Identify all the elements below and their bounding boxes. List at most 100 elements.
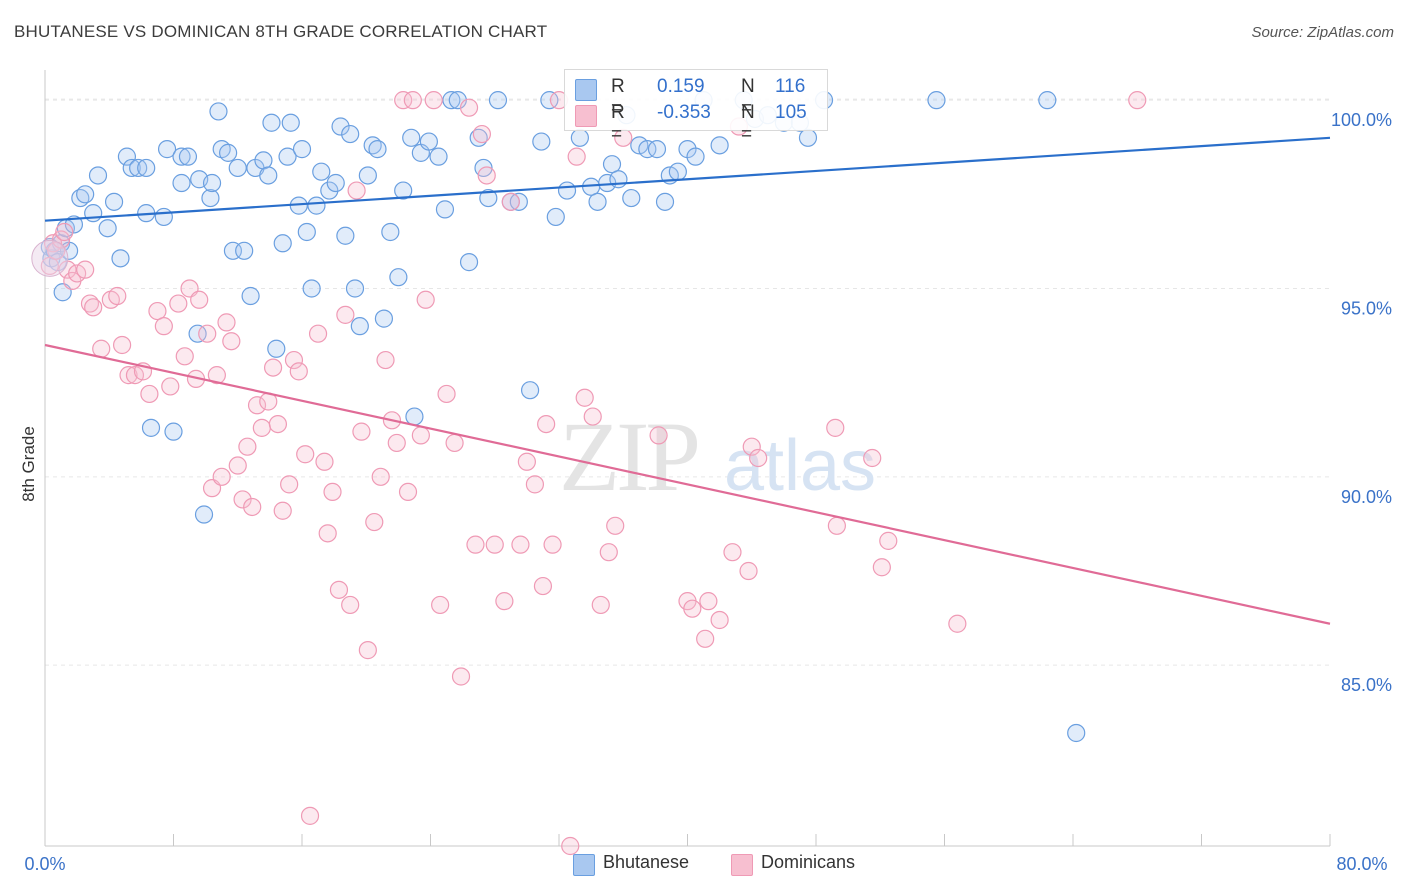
- bhutanese-point: [241, 286, 260, 306]
- bhutanese-point: [98, 219, 117, 238]
- bhutanese-point: [64, 215, 84, 234]
- r-value: 0.159: [657, 76, 705, 97]
- dominicans-point: [140, 384, 159, 404]
- dominicans-point: [739, 561, 758, 581]
- dominicans-point: [411, 426, 430, 445]
- legend-label: Bhutanese: [603, 852, 690, 872]
- bhutanese-point: [655, 192, 675, 211]
- dominicans-point: [863, 448, 882, 468]
- dominicans-point: [222, 332, 241, 351]
- bhutanese-point: [137, 158, 156, 178]
- x-tick-label: 0.0%: [24, 854, 65, 874]
- dominicans-point: [723, 543, 742, 562]
- bhutanese-point: [267, 339, 286, 358]
- bhutanese-point: [262, 113, 281, 132]
- bhutanese-point: [254, 151, 273, 170]
- bhutanese-trend-line: [44, 136, 1331, 222]
- dominicans-point: [599, 543, 618, 562]
- bhutanese-point: [76, 185, 95, 204]
- bhutanese-point: [479, 188, 498, 208]
- dominicans-point: [394, 91, 413, 110]
- dominicans-point: [451, 667, 471, 686]
- bhutanese-point: [570, 128, 589, 147]
- dominicans-point: [263, 358, 283, 377]
- y-axis-label: 8th Grade: [19, 426, 38, 502]
- bhutanese-point: [622, 188, 641, 208]
- bhutanese-swatch: [575, 79, 597, 101]
- bhutanese-point: [172, 147, 191, 166]
- r-value: -0.353: [657, 102, 711, 123]
- dominicans-point: [398, 482, 418, 502]
- dominicans-point: [477, 166, 496, 185]
- bhutanese-point: [297, 222, 316, 242]
- dominicans-point: [336, 305, 355, 324]
- bhutanese-point: [488, 91, 508, 110]
- bhutanese-point: [557, 181, 577, 200]
- correlation-legend: R = 0.159 N = 116 R = -0.353 N = 105: [564, 69, 828, 145]
- chart-title: BHUTANESE VS DOMINICAN 8TH GRADE CORRELA…: [14, 22, 548, 41]
- y-tick-label: 85.0%: [1341, 675, 1392, 695]
- dominicans-point: [431, 595, 450, 615]
- bhutanese-point: [235, 241, 254, 260]
- r-label: R =: [611, 102, 625, 145]
- dominicans-point: [112, 335, 132, 355]
- gridlines: [45, 98, 1330, 666]
- bhutanese-swatch: [573, 854, 595, 876]
- dominicans-point: [826, 418, 845, 437]
- n-label: N =: [741, 76, 755, 119]
- dominicans-points: [31, 91, 1147, 856]
- dominicans-point: [742, 437, 761, 456]
- dominicans-point: [284, 350, 304, 370]
- dominicans-point: [175, 347, 194, 366]
- bhutanese-point: [172, 173, 191, 193]
- dominicans-point: [948, 614, 967, 633]
- dominicans-point: [517, 452, 536, 471]
- bhutanese-point: [459, 253, 479, 272]
- bhutanese-point: [202, 173, 222, 193]
- bhutanese-point: [1067, 723, 1086, 743]
- dominicans-point: [323, 482, 342, 502]
- bhutanese-point: [312, 162, 331, 181]
- bhutanese-point: [389, 268, 408, 287]
- bhutanese-point: [647, 140, 667, 159]
- bhutanese-point: [927, 91, 946, 110]
- dominicans-point: [329, 580, 349, 599]
- dominicans-point: [583, 407, 602, 426]
- bhutanese-point: [201, 188, 220, 208]
- dominicans-point: [300, 806, 320, 825]
- n-value: 105: [775, 102, 807, 123]
- bhutanese-point: [358, 166, 377, 185]
- dominicans-point: [696, 629, 715, 648]
- dominicans-point: [749, 448, 768, 468]
- dominicans-point: [268, 414, 288, 434]
- bhutanese-point: [219, 143, 238, 162]
- watermark-zip: ZIP: [559, 401, 697, 512]
- source-label: Source: ZipAtlas.com: [1251, 24, 1394, 41]
- y-tick-label: 100.0%: [1331, 110, 1392, 130]
- dominicans-point: [252, 418, 271, 437]
- bhutanese-point: [546, 207, 565, 227]
- bhutanese-point: [164, 422, 183, 441]
- dominicans-point: [212, 467, 231, 486]
- bhutanese-point: [302, 279, 321, 298]
- bhutanese-point: [292, 140, 312, 159]
- dominicans-point: [437, 384, 456, 404]
- dominicans-point: [207, 366, 226, 385]
- dominicans-point: [154, 317, 173, 336]
- bhutanese-point: [381, 222, 400, 242]
- bhutanese-point: [402, 128, 421, 147]
- dominicans-point: [699, 592, 718, 611]
- dominicans-point: [561, 836, 580, 856]
- bhutanese-point: [341, 124, 360, 144]
- cluster-point: [31, 239, 69, 277]
- dominicans-point: [649, 426, 668, 445]
- dominicans-point: [108, 286, 127, 306]
- bhutanese-point: [104, 192, 124, 211]
- bhutanese-point: [345, 279, 365, 298]
- dominicans-point: [424, 91, 443, 110]
- bhutanese-point: [1038, 91, 1057, 110]
- bhutanese-point: [228, 158, 247, 178]
- dominicans-point: [710, 610, 729, 630]
- dominicans-point: [543, 535, 562, 554]
